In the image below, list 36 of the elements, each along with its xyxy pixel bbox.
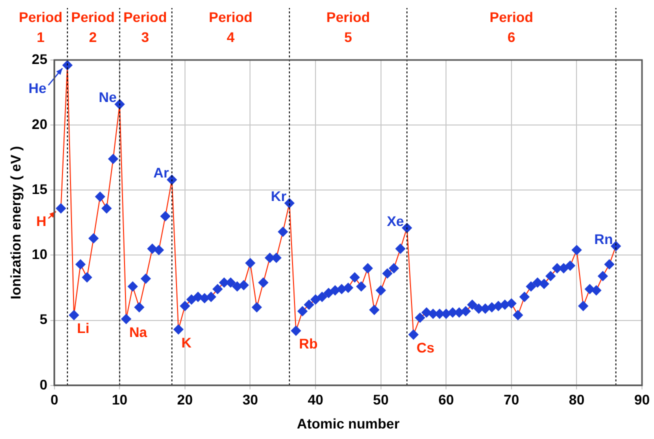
- annotation: Rb: [298, 336, 318, 352]
- x-tick-label: 10: [112, 392, 128, 408]
- x-tick-label: 30: [242, 392, 258, 408]
- y-tick-label: 20: [32, 116, 48, 132]
- x-tick-label: 70: [504, 392, 520, 408]
- annotation: K: [181, 334, 192, 350]
- annotation: Rn: [594, 230, 613, 247]
- text: Period 4: [208, 8, 252, 45]
- text: Period 6: [490, 8, 534, 45]
- annotation: Li: [76, 320, 90, 336]
- annotation: Cs: [416, 339, 435, 356]
- annotation: Xe: [386, 212, 404, 229]
- y-tick-label: 5: [40, 311, 48, 328]
- x-tick-label: 40: [308, 392, 324, 408]
- text: Period 1: [18, 8, 62, 45]
- x-tick-label: 90: [634, 392, 650, 408]
- annotation: Ar: [153, 164, 170, 181]
- y-tick-label: 0: [40, 376, 48, 392]
- text: Period 5: [326, 8, 370, 45]
- y-tick-label: 15: [32, 181, 48, 198]
- annotation: He: [28, 80, 47, 96]
- annotation: Na: [129, 324, 148, 340]
- x-axis-title: Atomic number: [296, 415, 400, 432]
- text: Period 3: [123, 8, 167, 45]
- y-axis-title: Ionization energy ( eV ): [7, 146, 24, 300]
- x-tick-label: 80: [568, 392, 585, 408]
- y-tick-label: 10: [32, 246, 48, 262]
- x-tick-label: 0: [50, 392, 58, 408]
- x-tick-label: 20: [177, 392, 193, 408]
- annotation: H: [36, 213, 46, 230]
- annotation: Ne: [98, 89, 117, 106]
- x-tick-label: 60: [438, 392, 454, 408]
- annotation: Kr: [270, 188, 287, 204]
- y-tick-label: 25: [32, 50, 48, 67]
- text: Period 2: [71, 8, 115, 45]
- x-tick-label: 50: [373, 392, 389, 408]
